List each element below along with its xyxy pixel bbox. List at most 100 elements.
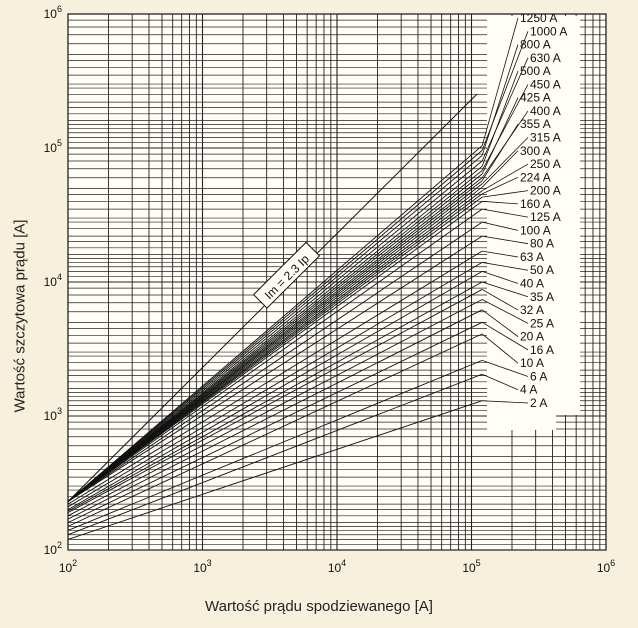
series-label: 80 A bbox=[530, 237, 554, 251]
series-leader bbox=[482, 221, 519, 231]
tick-labels-group: 102 103 104 105 106 102 103 104 105 106 bbox=[44, 4, 616, 575]
series-label: 2 A bbox=[530, 396, 547, 410]
series-leader bbox=[481, 163, 529, 192]
series-line bbox=[67, 400, 483, 540]
series-label: 400 A bbox=[530, 104, 561, 118]
series-leader bbox=[481, 321, 529, 351]
series-line bbox=[67, 299, 483, 517]
series-leader bbox=[482, 235, 529, 245]
series-leader bbox=[482, 400, 529, 404]
series-label: 250 A bbox=[530, 157, 561, 171]
x-tick-label: 102 bbox=[59, 558, 77, 575]
series-label: 40 A bbox=[520, 277, 544, 291]
series-leader bbox=[481, 309, 519, 337]
series-label: 1000 A bbox=[530, 24, 567, 38]
series-line bbox=[67, 373, 483, 536]
y-tick-label: 102 bbox=[44, 540, 62, 557]
label-area bbox=[487, 16, 580, 430]
series-leader bbox=[481, 97, 519, 175]
series-label: 630 A bbox=[530, 51, 561, 65]
series-leader bbox=[481, 373, 519, 391]
series-label: 224 A bbox=[520, 170, 551, 184]
reference-line-label-frame bbox=[252, 241, 321, 309]
series-label: 125 A bbox=[530, 210, 561, 224]
series-label: 16 A bbox=[530, 343, 554, 357]
y-tick-label: 103 bbox=[44, 406, 62, 423]
series-label: 800 A bbox=[520, 38, 551, 52]
series-line bbox=[67, 359, 483, 531]
series-line bbox=[67, 160, 483, 502]
x-tick-label: 103 bbox=[193, 558, 211, 575]
series-line bbox=[67, 170, 483, 502]
y-tick-label: 105 bbox=[44, 138, 62, 155]
series-line bbox=[67, 165, 483, 502]
x-tick-label: 106 bbox=[597, 558, 615, 575]
series-leader bbox=[481, 123, 519, 181]
series-line bbox=[67, 289, 483, 514]
series-leader bbox=[482, 262, 529, 271]
series-label: 32 A bbox=[520, 303, 544, 317]
series-line bbox=[67, 150, 483, 502]
series-leader bbox=[481, 70, 519, 167]
series-leader bbox=[482, 208, 529, 218]
series-label: 100 A bbox=[520, 223, 551, 237]
series-label: 1250 A bbox=[520, 11, 557, 25]
series-line bbox=[67, 200, 483, 502]
series-line bbox=[67, 155, 483, 502]
series-label: 500 A bbox=[520, 64, 551, 78]
series-label: 25 A bbox=[530, 316, 554, 330]
series-leader bbox=[481, 44, 519, 156]
series-line bbox=[67, 309, 483, 520]
series-line bbox=[67, 145, 483, 502]
series-line bbox=[67, 186, 483, 502]
series-label: 200 A bbox=[530, 184, 561, 198]
series-leader bbox=[481, 17, 519, 146]
x-tick-label: 105 bbox=[462, 558, 480, 575]
series-line bbox=[67, 281, 483, 512]
series-leader bbox=[481, 176, 519, 195]
x-axis-label: Wartość prądu spodziewanego [A] bbox=[205, 598, 433, 615]
series-leader bbox=[482, 271, 519, 284]
y-axis-label: Wartość szczytowa prądu [A] bbox=[11, 219, 29, 413]
series-label: 50 A bbox=[530, 263, 554, 277]
series-leader bbox=[482, 200, 519, 205]
series-line bbox=[67, 208, 483, 502]
x-tick-label: 104 bbox=[328, 558, 346, 575]
series-label: 6 A bbox=[530, 369, 547, 383]
series-line bbox=[67, 196, 483, 502]
series-label: 20 A bbox=[520, 330, 544, 344]
series-label: 425 A bbox=[520, 91, 551, 105]
y-tick-label: 106 bbox=[44, 4, 62, 21]
series-leader bbox=[482, 360, 529, 377]
series-leader bbox=[481, 333, 519, 364]
series-line bbox=[67, 321, 483, 524]
series-leader bbox=[481, 299, 529, 324]
series-leader bbox=[481, 289, 519, 311]
series-label: 300 A bbox=[520, 144, 551, 158]
series-leader bbox=[482, 281, 529, 298]
series-leader bbox=[482, 250, 519, 258]
series-leader bbox=[482, 190, 529, 198]
series-label: 450 A bbox=[530, 77, 561, 91]
series-leader bbox=[481, 57, 529, 162]
series-label: 160 A bbox=[520, 197, 551, 211]
series-leader bbox=[481, 84, 529, 171]
y-tick-label: 104 bbox=[44, 272, 62, 289]
series-line bbox=[67, 250, 483, 505]
series-line bbox=[67, 221, 483, 502]
series-line bbox=[67, 262, 483, 508]
series-leader bbox=[481, 137, 529, 185]
series-line bbox=[67, 333, 483, 527]
series-label: 355 A bbox=[520, 117, 551, 131]
series-label: 63 A bbox=[520, 250, 544, 264]
series-label: 35 A bbox=[530, 290, 554, 304]
series-line bbox=[67, 270, 483, 511]
series-leader bbox=[481, 150, 519, 188]
series-label: 4 A bbox=[520, 383, 537, 397]
series-label: 10 A bbox=[520, 356, 544, 370]
series-line bbox=[67, 173, 483, 502]
series-line bbox=[67, 235, 483, 502]
